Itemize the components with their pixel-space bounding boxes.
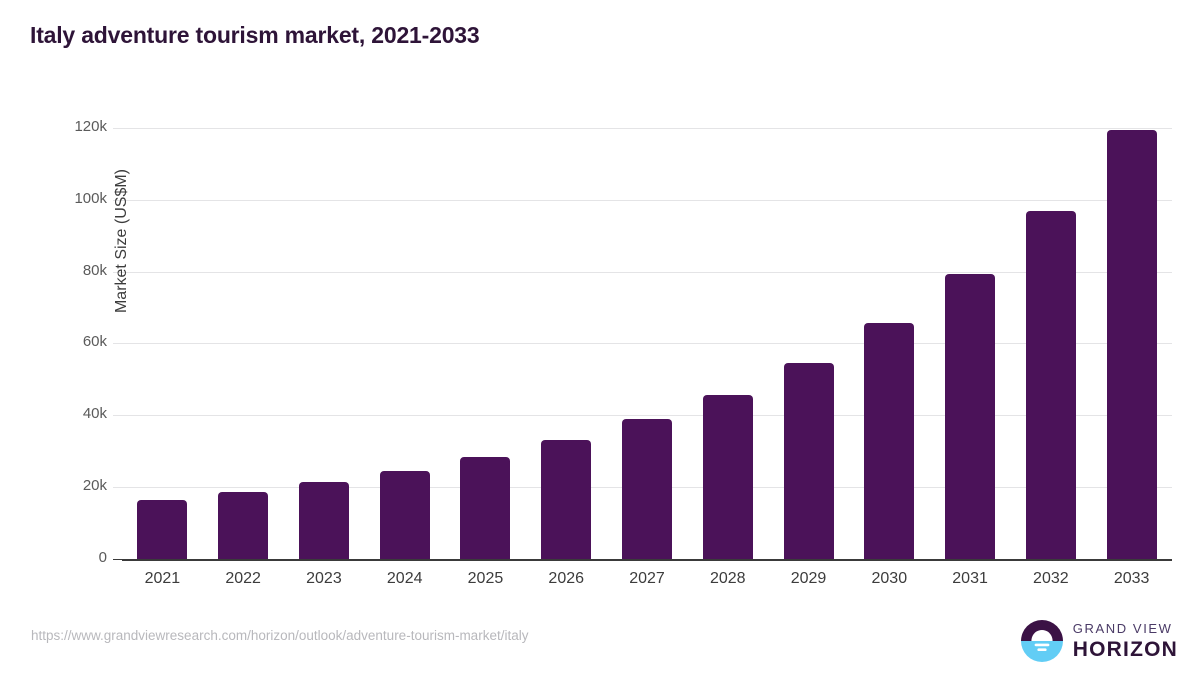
y-axis-tick-mark — [113, 343, 122, 345]
bar-2029[interactable] — [783, 362, 834, 559]
x-axis-tick-label: 2027 — [629, 570, 665, 587]
x-axis-tick-label: 2030 — [871, 570, 908, 587]
horizon-logo-icon — [1020, 620, 1063, 662]
bar-2032[interactable] — [1025, 210, 1076, 559]
bar-2027[interactable] — [622, 419, 672, 559]
gridline — [122, 199, 1172, 201]
x-axis-tick-label: 2022 — [225, 570, 261, 587]
gridline — [122, 271, 1172, 273]
bar-2025[interactable] — [460, 457, 511, 559]
logo-line-horizon: HORIZON — [1072, 638, 1178, 661]
y-axis-tick-mark — [113, 559, 122, 560]
x-axis-tick-label: 2025 — [467, 570, 504, 587]
y-axis-tick-label: 20k — [82, 477, 107, 495]
y-axis-tick-label: 80k — [82, 261, 107, 279]
x-axis-tick-label: 2028 — [709, 570, 746, 587]
bar-2030[interactable] — [864, 322, 915, 559]
logo-text: GRAND VIEW HORIZON — [1073, 622, 1178, 660]
y-axis-tick-mark — [113, 199, 122, 201]
gridline — [122, 127, 1172, 129]
gridline — [122, 343, 1172, 345]
y-axis-tick-label: 40k — [82, 405, 107, 423]
x-axis-tick-label: 2032 — [1033, 570, 1069, 587]
y-axis-tick-label: 100k — [74, 189, 107, 207]
x-axis-tick-label: 2031 — [952, 570, 988, 587]
y-axis-tick-label: 120k — [74, 117, 107, 135]
bar-2028[interactable] — [702, 394, 753, 559]
x-axis-tick-label: 2033 — [1113, 570, 1150, 587]
x-axis-line — [122, 559, 1172, 561]
y-axis-tick-mark — [113, 271, 122, 273]
bar-2021[interactable] — [137, 500, 188, 559]
bar-2022[interactable] — [218, 492, 269, 559]
bar-2026[interactable] — [541, 440, 592, 559]
x-axis-tick-label: 2026 — [548, 570, 585, 587]
bar-2023[interactable] — [298, 482, 349, 559]
brand-logo[interactable]: GRAND VIEW HORIZON — [1020, 619, 1178, 663]
y-axis-tick-label: 0 — [98, 549, 107, 566]
page-title: Italy adventure tourism market, 2021-203… — [30, 22, 480, 48]
x-axis-tick-label: 2024 — [386, 570, 423, 587]
y-axis-title: Market Size (US$M) — [113, 168, 130, 314]
source-url[interactable]: https://www.grandviewresearch.com/horizo… — [31, 628, 529, 643]
y-axis-tick-mark — [113, 127, 122, 129]
bar-2024[interactable] — [379, 470, 430, 559]
x-axis-tick-label: 2021 — [144, 570, 181, 587]
bars-layer — [122, 110, 1172, 559]
y-axis-tick-label: 60k — [82, 333, 107, 351]
y-axis-tick-mark — [113, 487, 122, 489]
logo-line-grand-view: GRAND VIEW — [1072, 621, 1173, 636]
gridline — [122, 415, 1172, 417]
bar-2033[interactable] — [1106, 130, 1157, 559]
x-axis-tick-label: 2023 — [306, 570, 342, 587]
x-axis-tick-label: 2029 — [790, 570, 827, 587]
bar-2031[interactable] — [945, 274, 996, 559]
y-axis-tick-mark — [113, 415, 122, 417]
